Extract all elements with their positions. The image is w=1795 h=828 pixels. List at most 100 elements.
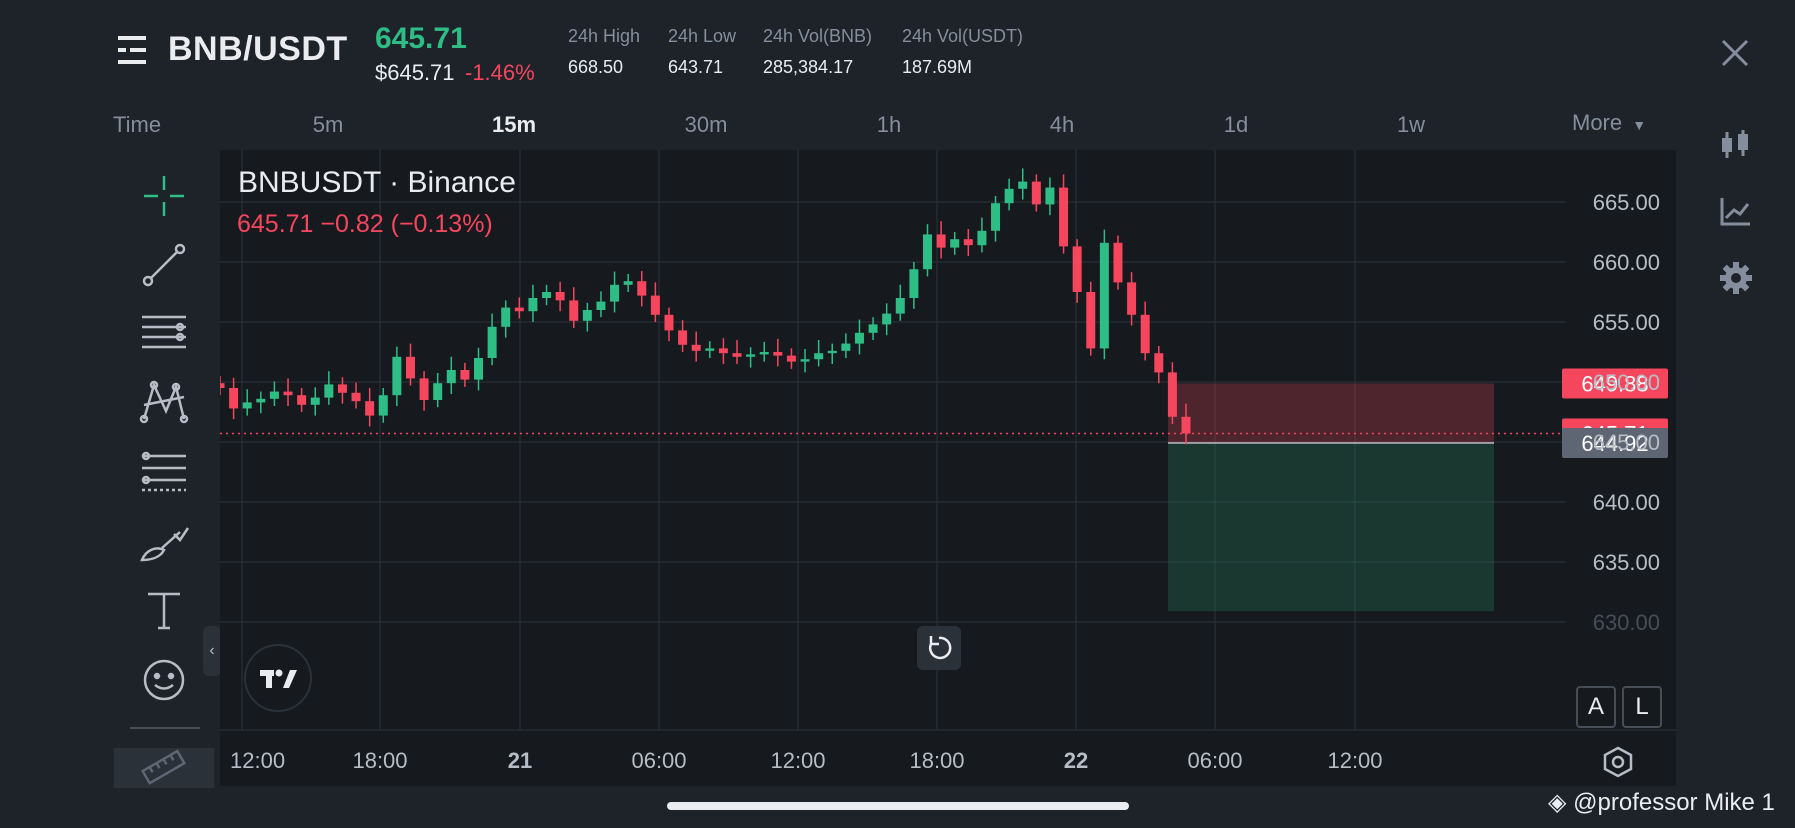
- candle-body: [474, 358, 484, 380]
- tab-1w[interactable]: 1w: [1396, 112, 1426, 137]
- chart-price-change: 645.71 −0.82 (−0.13%): [237, 210, 493, 238]
- watermark: ◈ @professor Mike 1: [1548, 788, 1775, 817]
- gear-icon[interactable]: [1716, 258, 1756, 298]
- candle-body: [637, 281, 647, 296]
- tab-1d[interactable]: 1d: [1223, 112, 1249, 137]
- stat-value-high: 668.50: [568, 57, 624, 77]
- candle-body: [1113, 242, 1123, 283]
- candle-body: [759, 352, 769, 355]
- tab-15m[interactable]: 15m: [491, 112, 537, 137]
- tab-1h[interactable]: 1h: [876, 112, 902, 137]
- candle-body: [623, 281, 633, 285]
- collapse-toolbar-button[interactable]: ‹: [203, 626, 221, 676]
- candle-body: [841, 343, 851, 351]
- text-tool-icon[interactable]: [136, 582, 192, 638]
- pair-title[interactable]: BNB/USDT: [168, 30, 348, 68]
- fib-tool-icon[interactable]: [136, 305, 192, 361]
- chart-symbol: BNBUSDT · Binance: [238, 166, 516, 199]
- candle-body: [1140, 314, 1150, 354]
- stat-value-low: 643.71: [668, 57, 724, 77]
- list-menu-icon[interactable]: [118, 34, 154, 66]
- candle-body: [1045, 187, 1055, 205]
- candle-body: [718, 348, 728, 354]
- y-tick-label: 635.00: [1593, 550, 1660, 575]
- candle-body: [977, 230, 987, 246]
- candle-body: [1181, 416, 1191, 434]
- candle-body: [433, 383, 443, 400]
- stat-label-low: 24h Low: [668, 26, 737, 46]
- x-tick-label: 18:00: [909, 748, 964, 773]
- brush-tool-icon[interactable]: [136, 512, 192, 568]
- emoji-tool-icon[interactable]: [136, 652, 192, 708]
- x-tick-label: 22: [1064, 748, 1088, 773]
- candle-body: [596, 301, 606, 310]
- candles-icon[interactable]: [1716, 126, 1756, 166]
- trend-line-tool-icon[interactable]: [136, 237, 192, 293]
- ruler-tool-icon[interactable]: [114, 748, 214, 788]
- indicator-icon[interactable]: [1716, 192, 1756, 232]
- candle-body: [555, 292, 565, 301]
- candle-body: [283, 391, 293, 396]
- candle-body: [542, 292, 552, 298]
- candle-body: [732, 353, 742, 357]
- binance-diamond-icon: ◈: [1548, 789, 1567, 816]
- toolbar-divider: [130, 727, 200, 729]
- tradingview-logo-icon[interactable]: [244, 644, 312, 712]
- candle-body: [582, 310, 592, 321]
- time-label: Time: [113, 112, 162, 137]
- candle-body: [220, 383, 225, 388]
- y-tick-label: 665.00: [1593, 190, 1660, 215]
- candle-body: [1018, 181, 1028, 189]
- close-icon[interactable]: [1718, 36, 1752, 70]
- candle-body: [963, 239, 973, 246]
- last-price: 645.71: [375, 22, 467, 55]
- more-label: More: [1572, 110, 1623, 135]
- tab-4h[interactable]: 4h: [1049, 112, 1075, 137]
- candle-body: [419, 378, 429, 400]
- candle-body: [610, 284, 620, 302]
- candle-body: [1154, 353, 1164, 373]
- candle-body: [909, 269, 919, 298]
- candle-body: [337, 384, 347, 393]
- candle-body: [882, 313, 892, 325]
- candle-body: [691, 344, 701, 351]
- candle-body: [351, 392, 361, 402]
- stop-price-badge-bg: [1562, 368, 1668, 399]
- chart-settings-icon[interactable]: [1600, 744, 1636, 780]
- crosshair-tool-icon[interactable]: [136, 168, 192, 224]
- stop-price-badge: 649.88: [1581, 371, 1648, 396]
- y-tick-label: 650.00: [1593, 370, 1660, 395]
- candle-body: [773, 352, 783, 356]
- candle-body: [229, 388, 239, 409]
- candle-body: [854, 332, 864, 344]
- auto-scale-button[interactable]: A: [1576, 686, 1616, 728]
- candle-body: [514, 307, 524, 312]
- usd-price: $645.71: [375, 60, 455, 85]
- candle-body: [528, 298, 538, 312]
- caret-down-icon: ▼: [1632, 117, 1647, 133]
- candle-body: [1059, 187, 1069, 247]
- candle-body: [1031, 181, 1041, 205]
- y-tick-label: 645.00: [1593, 430, 1660, 455]
- x-tick-label: 12:00: [230, 748, 285, 773]
- forecast-tool-icon[interactable]: [136, 444, 192, 500]
- candle-body: [310, 397, 320, 405]
- candle-body: [922, 234, 932, 270]
- chart-area[interactable]: 649.88645.71644.92 665.00660.00655.00650…: [220, 150, 1676, 786]
- entry-price-badge-bg: [1562, 427, 1668, 458]
- home-indicator: [667, 802, 1129, 810]
- candle-body: [895, 298, 905, 314]
- candle-body: [405, 356, 415, 379]
- more-dropdown[interactable]: More ▼: [1572, 110, 1646, 136]
- candlestick-chart: 649.88645.71644.92 665.00660.00655.00650…: [220, 150, 1676, 773]
- candle-body: [242, 402, 252, 409]
- reset-chart-button[interactable]: [917, 626, 961, 670]
- tab-30m[interactable]: 30m: [684, 112, 728, 137]
- log-scale-button[interactable]: L: [1622, 686, 1662, 728]
- candle-body: [1167, 372, 1177, 417]
- candle-body: [650, 295, 660, 315]
- candle-body: [1099, 242, 1109, 349]
- pattern-tool-icon[interactable]: [136, 375, 192, 431]
- stat-value-vol-bnb: 285,384.17: [763, 57, 854, 77]
- tab-5m[interactable]: 5m: [312, 112, 344, 137]
